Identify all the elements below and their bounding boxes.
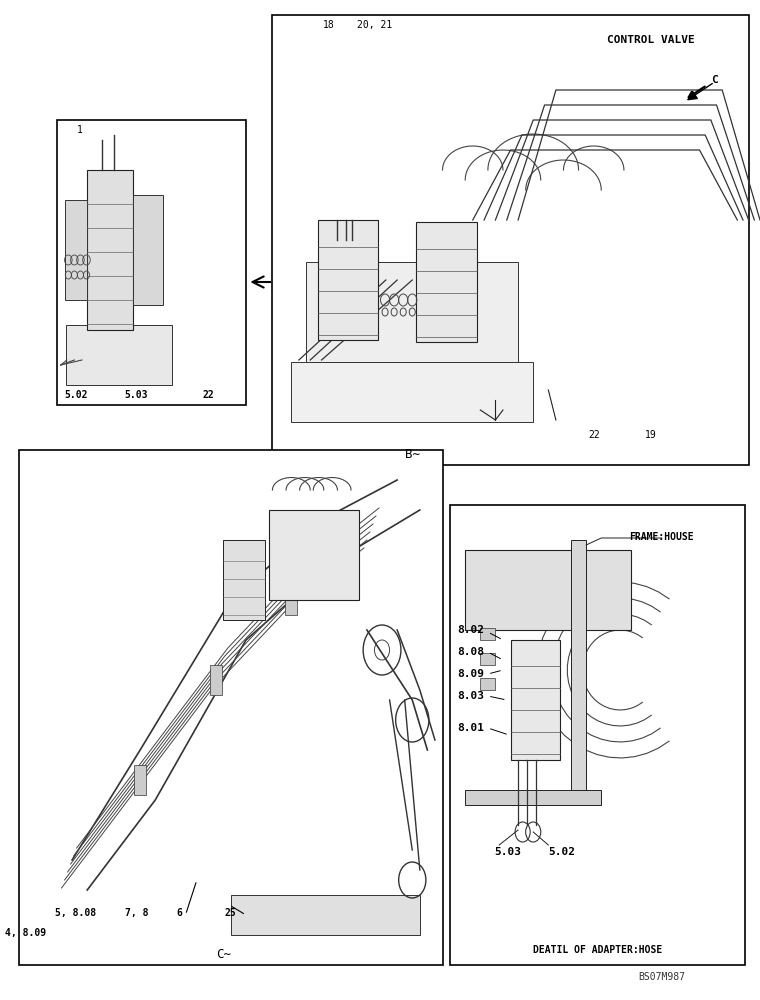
- Bar: [65, 200, 87, 300]
- Text: 4, 8.09: 4, 8.09: [5, 928, 46, 938]
- Text: 5.02: 5.02: [548, 847, 575, 857]
- Bar: [223, 540, 265, 620]
- Bar: [306, 262, 518, 362]
- Bar: [318, 220, 378, 340]
- Bar: [231, 895, 420, 935]
- Bar: [272, 15, 749, 465]
- Text: FRAME:HOUSE: FRAME:HOUSE: [629, 532, 694, 542]
- Text: 20, 21: 20, 21: [357, 20, 392, 30]
- Bar: [66, 325, 172, 385]
- Text: 5.02: 5.02: [64, 390, 87, 400]
- Bar: [87, 170, 132, 330]
- Bar: [465, 550, 632, 630]
- Text: 5.03: 5.03: [494, 847, 521, 857]
- Text: 8.09: 8.09: [458, 669, 485, 679]
- Bar: [465, 790, 601, 805]
- Text: CONTROL VALVE: CONTROL VALVE: [606, 35, 695, 45]
- Bar: [450, 505, 745, 965]
- Text: DEATIL OF ADAPTER:HOSE: DEATIL OF ADAPTER:HOSE: [533, 945, 662, 955]
- Bar: [416, 222, 477, 342]
- Bar: [480, 678, 496, 690]
- Text: 5, 8.08: 5, 8.08: [55, 908, 97, 918]
- Text: 18: 18: [323, 20, 335, 30]
- Bar: [19, 450, 442, 965]
- Text: 25: 25: [225, 908, 236, 918]
- Text: 22: 22: [202, 390, 214, 400]
- Text: 1: 1: [77, 125, 83, 135]
- Text: 8.03: 8.03: [458, 691, 485, 701]
- Bar: [480, 653, 496, 665]
- Text: 22: 22: [587, 430, 600, 440]
- Bar: [57, 120, 246, 405]
- Text: C: C: [711, 75, 718, 85]
- Bar: [132, 195, 163, 305]
- Text: 8.02: 8.02: [458, 625, 485, 635]
- Text: 8.01: 8.01: [458, 723, 485, 733]
- Bar: [134, 765, 146, 795]
- Bar: [285, 585, 297, 615]
- Bar: [571, 540, 586, 800]
- Text: 7, 8: 7, 8: [125, 908, 148, 918]
- Text: B∼: B∼: [405, 448, 420, 462]
- Bar: [291, 362, 534, 422]
- Text: BS07M987: BS07M987: [638, 972, 686, 982]
- Text: C∼: C∼: [216, 948, 231, 962]
- Bar: [210, 665, 222, 695]
- Text: 6: 6: [176, 908, 182, 918]
- Bar: [480, 628, 496, 640]
- Bar: [268, 510, 359, 600]
- Text: 8.08: 8.08: [458, 647, 485, 657]
- Text: 5.03: 5.03: [125, 390, 148, 400]
- Bar: [511, 640, 559, 760]
- Text: 19: 19: [644, 430, 657, 440]
